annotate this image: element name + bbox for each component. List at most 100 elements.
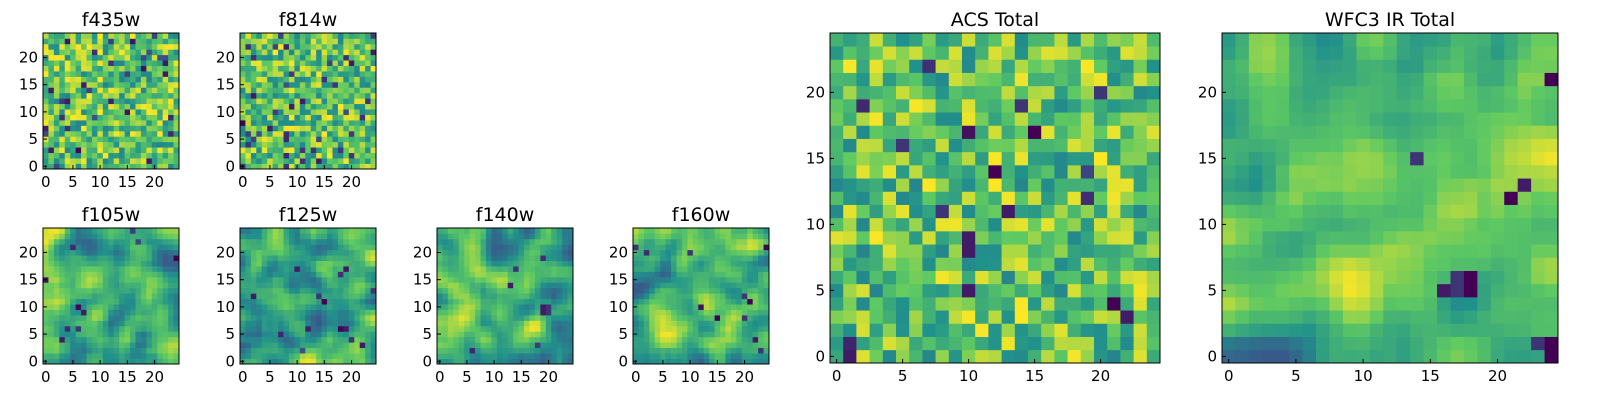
heatmap-cell: [113, 158, 120, 164]
heatmap-cell: [464, 342, 470, 349]
heatmap-cell: [365, 255, 371, 261]
heatmap-cell: [1544, 244, 1559, 258]
heatmap-cell: [1329, 178, 1344, 192]
heatmap-cell: [48, 309, 55, 316]
heatmap-cell: [272, 266, 279, 272]
heatmap-cell: [278, 233, 284, 240]
heatmap-cell: [305, 353, 312, 359]
heatmap-cell: [758, 320, 764, 327]
heatmap-cell: [370, 92, 377, 99]
heatmap-cell: [43, 315, 49, 321]
heatmap-cell: [730, 233, 737, 240]
heatmap-cell: [135, 163, 142, 170]
heatmap-cell: [1054, 204, 1068, 219]
heatmap-cell: [730, 342, 737, 349]
heatmap-cell: [692, 238, 699, 245]
heatmap-cell: [529, 238, 536, 245]
heatmap-cell: [491, 353, 498, 359]
heatmap-cell: [491, 325, 498, 332]
heatmap-cell: [480, 325, 487, 332]
heatmap-cell: [758, 238, 764, 245]
heatmap-cell: [359, 76, 366, 83]
heatmap-cell: [267, 228, 273, 234]
heatmap-cell: [638, 342, 645, 349]
heatmap-cell: [162, 141, 169, 148]
heatmap-cell: [1248, 231, 1263, 245]
heatmap-cell: [491, 244, 498, 251]
heatmap-cell: [70, 304, 76, 310]
heatmap-cell: [278, 76, 284, 83]
heatmap-cell: [168, 287, 174, 294]
heatmap-cell: [507, 293, 514, 300]
heatmap-cell: [256, 304, 263, 310]
heatmap-cell: [91, 98, 98, 105]
heatmap-cell: [343, 325, 350, 332]
heatmap-cell: [1133, 244, 1148, 258]
heatmap-cell: [48, 71, 55, 77]
heatmap-cell: [316, 233, 322, 240]
heatmap-cell: [720, 266, 726, 272]
heatmap-cell: [1146, 165, 1161, 179]
heatmap-cell: [643, 287, 650, 294]
heatmap-cell: [162, 114, 169, 121]
heatmap-cell: [288, 353, 295, 359]
heatmap-cell: [119, 152, 125, 159]
heatmap-cell: [108, 304, 115, 310]
heatmap-cell: [638, 260, 645, 267]
heatmap-cell: [370, 238, 377, 245]
heatmap-cell: [245, 320, 252, 327]
heatmap-cell: [758, 304, 764, 310]
heatmap-cell: [1437, 231, 1451, 245]
heatmap-cell: [135, 87, 142, 94]
heatmap-cell: [283, 293, 290, 300]
heatmap-cell: [64, 114, 71, 121]
heatmap-cell: [1014, 257, 1029, 271]
heatmap-cell: [140, 87, 147, 94]
heatmap-cell: [458, 228, 465, 234]
heatmap-cell: [763, 249, 770, 256]
heatmap-cell: [278, 43, 284, 50]
heatmap-cell: [660, 228, 666, 234]
heatmap-cell: [1028, 217, 1042, 232]
heatmap-cell: [97, 336, 104, 343]
heatmap-cell: [64, 120, 71, 126]
heatmap-cell: [124, 81, 131, 88]
heatmap-cell: [643, 249, 650, 256]
heatmap-cell: [638, 233, 645, 240]
heatmap-cell: [43, 125, 49, 132]
heatmap-cell: [1120, 125, 1134, 139]
heatmap-cell: [1041, 191, 1055, 205]
heatmap-cell: [140, 103, 147, 110]
heatmap-cell: [288, 98, 295, 105]
heatmap-cell: [988, 257, 1002, 271]
heatmap-cell: [75, 358, 82, 365]
heatmap-cell: [975, 204, 989, 219]
heatmap-cell: [119, 103, 125, 110]
heatmap-cell: [294, 81, 301, 88]
heatmap-cell: [513, 260, 519, 267]
heatmap-cell: [1490, 165, 1505, 179]
heatmap-cell: [752, 331, 759, 338]
heatmap-cell: [250, 298, 257, 305]
heatmap-cell: [305, 43, 312, 50]
heatmap-cell: [665, 358, 672, 365]
heatmap-cell: [485, 282, 492, 289]
heatmap-cell: [240, 244, 246, 251]
heatmap-cell: [108, 342, 115, 349]
heatmap-cell: [337, 33, 344, 39]
heatmap-cell: [1094, 270, 1108, 285]
heatmap-cell: [1001, 178, 1016, 192]
heatmap-cell: [442, 282, 449, 289]
heatmap-cell: [638, 282, 645, 289]
heatmap-cell: [843, 112, 857, 126]
x-tick-label: 20: [145, 173, 164, 191]
heatmap-cell: [464, 298, 470, 305]
heatmap-cell: [1133, 323, 1148, 337]
plot-frame: [632, 227, 770, 365]
heatmap-cell: [81, 49, 87, 56]
x-tick-label: 20: [539, 368, 558, 386]
heatmap-cell: [551, 315, 558, 321]
heatmap-cell: [524, 282, 530, 289]
heatmap-cell: [370, 65, 377, 72]
heatmap-cell: [299, 238, 306, 245]
